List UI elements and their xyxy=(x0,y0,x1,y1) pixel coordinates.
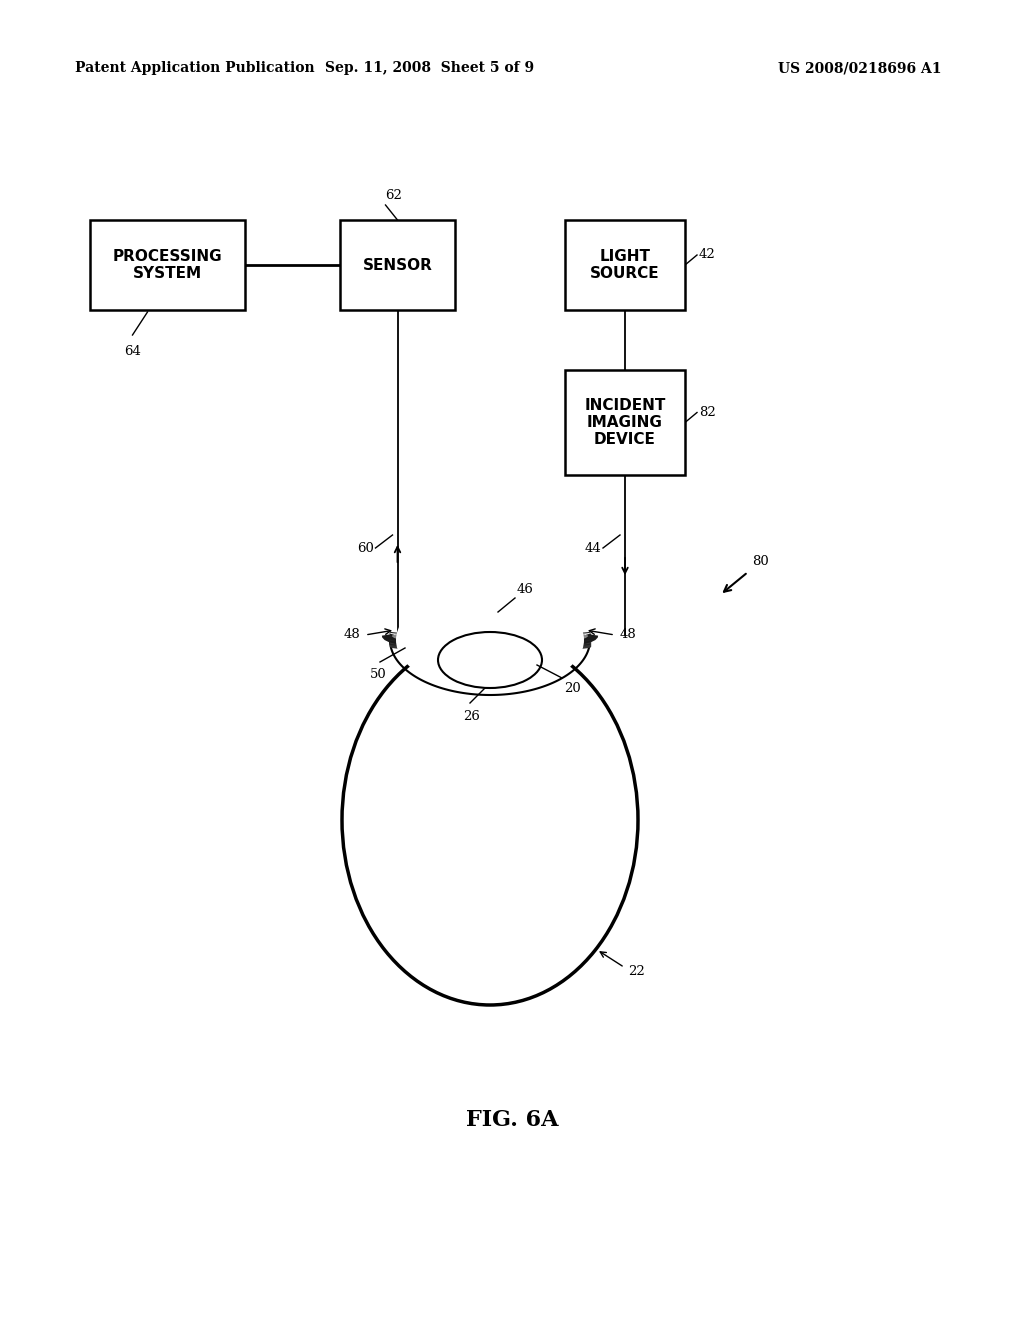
Text: 22: 22 xyxy=(629,965,645,978)
Text: INCIDENT
IMAGING
DEVICE: INCIDENT IMAGING DEVICE xyxy=(585,397,666,447)
Text: 42: 42 xyxy=(699,248,716,261)
Text: 20: 20 xyxy=(564,682,581,696)
Text: 82: 82 xyxy=(699,407,716,418)
Text: 62: 62 xyxy=(385,189,402,202)
Text: 64: 64 xyxy=(124,345,141,358)
Text: 80: 80 xyxy=(752,554,769,568)
Ellipse shape xyxy=(342,635,638,1005)
Text: PROCESSING
SYSTEM: PROCESSING SYSTEM xyxy=(113,248,222,281)
Text: 44: 44 xyxy=(585,541,601,554)
Ellipse shape xyxy=(396,589,584,690)
Ellipse shape xyxy=(438,632,542,688)
Text: 60: 60 xyxy=(356,541,374,554)
Text: 48: 48 xyxy=(620,628,637,642)
Text: LIGHT
SOURCE: LIGHT SOURCE xyxy=(590,248,659,281)
Bar xyxy=(90,220,245,310)
Text: SENSOR: SENSOR xyxy=(362,257,432,272)
Text: US 2008/0218696 A1: US 2008/0218696 A1 xyxy=(778,61,942,75)
Bar xyxy=(340,220,455,310)
Bar xyxy=(565,220,685,310)
Text: 46: 46 xyxy=(517,583,534,597)
Text: 48: 48 xyxy=(343,628,360,642)
Text: FIG. 6A: FIG. 6A xyxy=(466,1109,558,1131)
Bar xyxy=(565,370,685,475)
Text: Sep. 11, 2008  Sheet 5 of 9: Sep. 11, 2008 Sheet 5 of 9 xyxy=(326,61,535,75)
Text: Patent Application Publication: Patent Application Publication xyxy=(75,61,314,75)
Text: 26: 26 xyxy=(464,710,480,723)
Text: 50: 50 xyxy=(370,668,386,681)
